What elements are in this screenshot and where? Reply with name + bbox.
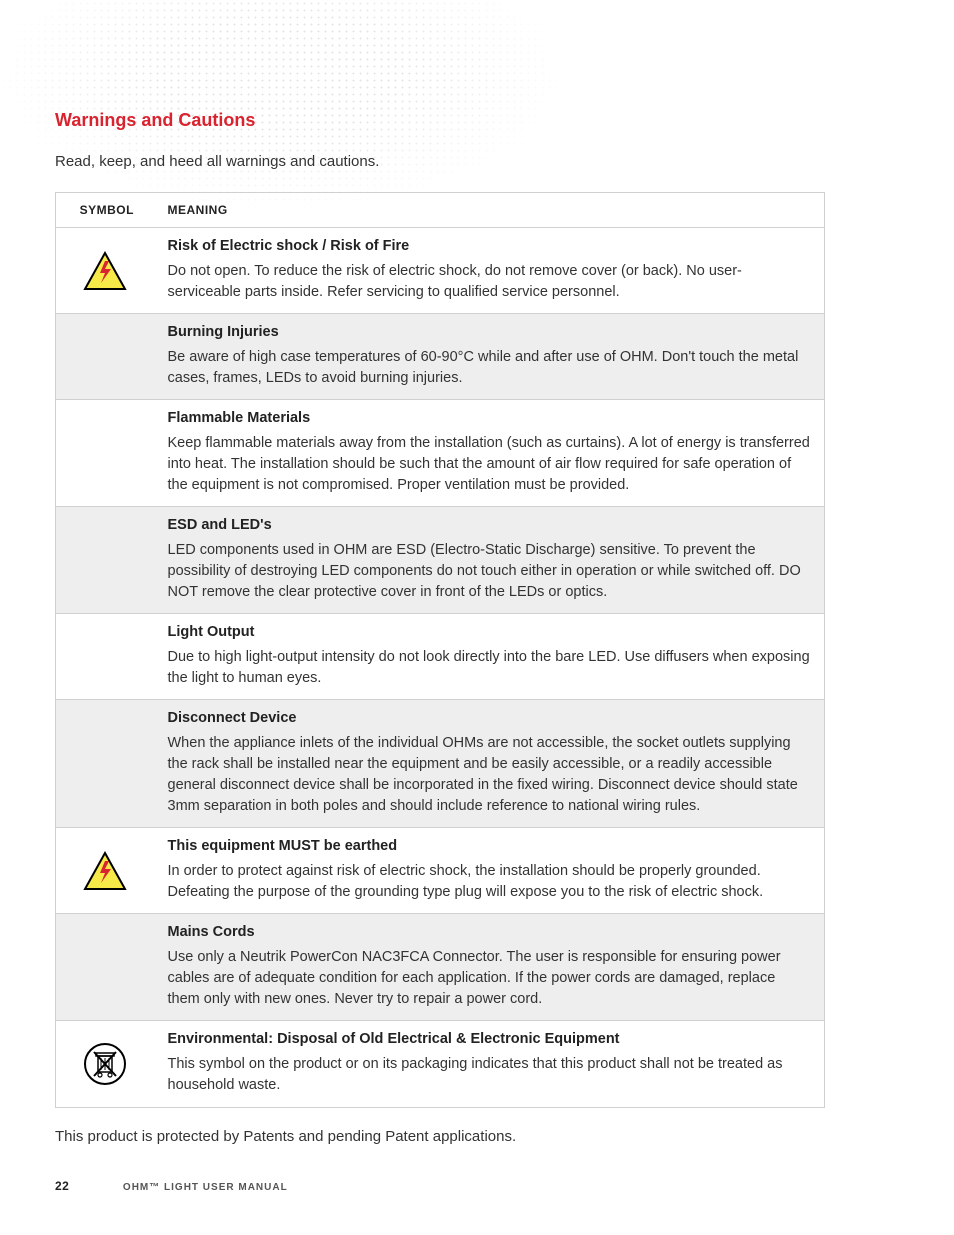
table-row: ESD and LED's LED components used in OHM … — [56, 507, 825, 614]
row-title: Burning Injuries — [168, 322, 811, 343]
row-body: Use only a Neutrik PowerCon NAC3FCA Conn… — [168, 949, 781, 1007]
header-meaning: MEANING — [154, 193, 825, 228]
row-body: Due to high light-output intensity do no… — [168, 649, 810, 686]
warnings-table: SYMBOL MEANING Risk of Electric shock / … — [55, 192, 825, 1108]
symbol-cell — [56, 400, 154, 507]
row-body: When the appliance inlets of the individ… — [168, 735, 798, 814]
table-header-row: SYMBOL MEANING — [56, 193, 825, 228]
row-body: Do not open. To reduce the risk of elect… — [168, 263, 742, 300]
meaning-cell: Mains Cords Use only a Neutrik PowerCon N… — [154, 914, 825, 1021]
table-row: Light Output Due to high light-output int… — [56, 614, 825, 700]
table-row: Flammable Materials Keep flammable materi… — [56, 400, 825, 507]
symbol-cell — [56, 314, 154, 400]
intro-text: Read, keep, and heed all warnings and ca… — [55, 153, 899, 170]
symbol-cell — [56, 700, 154, 828]
patent-note: This product is protected by Patents and… — [55, 1128, 899, 1145]
symbol-cell — [56, 1021, 154, 1107]
symbol-cell — [56, 614, 154, 700]
page-footer: 22 OHM™ LIGHT USER MANUAL — [55, 1179, 288, 1193]
symbol-cell — [56, 914, 154, 1021]
table-row: This equipment MUST be earthed In order t… — [56, 828, 825, 914]
row-body: In order to protect against risk of elec… — [168, 863, 764, 900]
table-row: Disconnect Device When the appliance inle… — [56, 700, 825, 828]
electric-shock-icon — [83, 851, 127, 891]
row-title: Mains Cords — [168, 922, 811, 943]
row-body: Keep flammable materials away from the i… — [168, 435, 810, 493]
table-row: Environmental: Disposal of Old Electrica… — [56, 1021, 825, 1107]
page-content: Warnings and Cautions Read, keep, and he… — [0, 0, 954, 1145]
meaning-cell: Burning Injuries Be aware of high case te… — [154, 314, 825, 400]
table-row: Mains Cords Use only a Neutrik PowerCon N… — [56, 914, 825, 1021]
meaning-cell: Light Output Due to high light-output int… — [154, 614, 825, 700]
table-row: Burning Injuries Be aware of high case te… — [56, 314, 825, 400]
row-body: LED components used in OHM are ESD (Elec… — [168, 542, 801, 600]
section-title: Warnings and Cautions — [55, 110, 899, 131]
row-body: This symbol on the product or on its pac… — [168, 1056, 783, 1093]
table-row: Risk of Electric shock / Risk of Fire Do … — [56, 228, 825, 314]
meaning-cell: ESD and LED's LED components used in OHM … — [154, 507, 825, 614]
meaning-cell: Risk of Electric shock / Risk of Fire Do … — [154, 228, 825, 314]
symbol-cell — [56, 828, 154, 914]
row-title: This equipment MUST be earthed — [168, 836, 811, 857]
symbol-cell — [56, 507, 154, 614]
symbol-cell — [56, 228, 154, 314]
meaning-cell: Disconnect Device When the appliance inle… — [154, 700, 825, 828]
row-title: Risk of Electric shock / Risk of Fire — [168, 236, 811, 257]
document-title: OHM™ LIGHT USER MANUAL — [123, 1182, 288, 1193]
row-title: ESD and LED's — [168, 515, 811, 536]
meaning-cell: This equipment MUST be earthed In order t… — [154, 828, 825, 914]
row-title: Disconnect Device — [168, 708, 811, 729]
meaning-cell: Flammable Materials Keep flammable materi… — [154, 400, 825, 507]
row-body: Be aware of high case temperatures of 60… — [168, 349, 799, 386]
meaning-cell: Environmental: Disposal of Old Electrica… — [154, 1021, 825, 1107]
row-title: Light Output — [168, 622, 811, 643]
row-title: Flammable Materials — [168, 408, 811, 429]
page-number: 22 — [55, 1179, 69, 1193]
weee-disposal-icon — [83, 1042, 127, 1086]
header-symbol: SYMBOL — [56, 193, 154, 228]
electric-shock-icon — [83, 251, 127, 291]
row-title: Environmental: Disposal of Old Electrica… — [168, 1029, 811, 1050]
